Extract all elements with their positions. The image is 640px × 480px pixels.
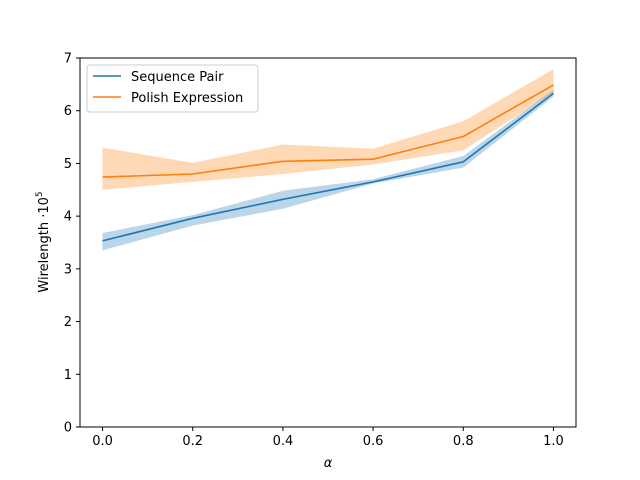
y-axis-label: Wirelength ·105 [35, 191, 52, 292]
x-tick-label: 0.6 [363, 434, 384, 449]
line-polish-expression [102, 84, 554, 178]
y-tick-label: 6 [64, 104, 72, 119]
y-axis-ticks: 0 1 2 3 4 5 6 7 [64, 52, 80, 436]
y-tick-label: 1 [64, 368, 72, 383]
legend: Sequence Pair Polish Expression [86, 64, 259, 113]
band-polish-expression [102, 69, 554, 190]
plot-frame [79, 57, 577, 428]
confidence-bands [102, 69, 554, 251]
x-tick-label: 1.0 [543, 434, 564, 449]
legend-label-sequence-pair: Sequence Pair [131, 70, 224, 85]
x-axis-ticks: 0.0 0.2 0.4 0.6 0.8 1.0 [92, 427, 564, 449]
y-tick-label: 2 [64, 315, 72, 330]
y-tick-label: 7 [64, 52, 72, 67]
y-tick-label: 3 [64, 262, 72, 277]
y-tick-label: 4 [64, 210, 72, 225]
band-sequence-pair [102, 89, 554, 251]
x-tick-label: 0.2 [182, 434, 203, 449]
y-axis-label-exponent: 5 [35, 191, 45, 197]
legend-box [86, 64, 259, 113]
x-tick-label: 0.0 [92, 434, 113, 449]
line-sequence-pair [102, 92, 554, 242]
y-axis-label-text: Wirelength ·10 [37, 197, 52, 292]
y-tick-label: 0 [64, 421, 72, 436]
x-tick-label: 0.8 [453, 434, 474, 449]
series-lines [102, 84, 554, 242]
x-axis-label: α [324, 456, 333, 471]
legend-label-polish-expression: Polish Expression [131, 91, 243, 106]
y-tick-label: 5 [64, 157, 72, 172]
x-tick-label: 0.4 [273, 434, 294, 449]
